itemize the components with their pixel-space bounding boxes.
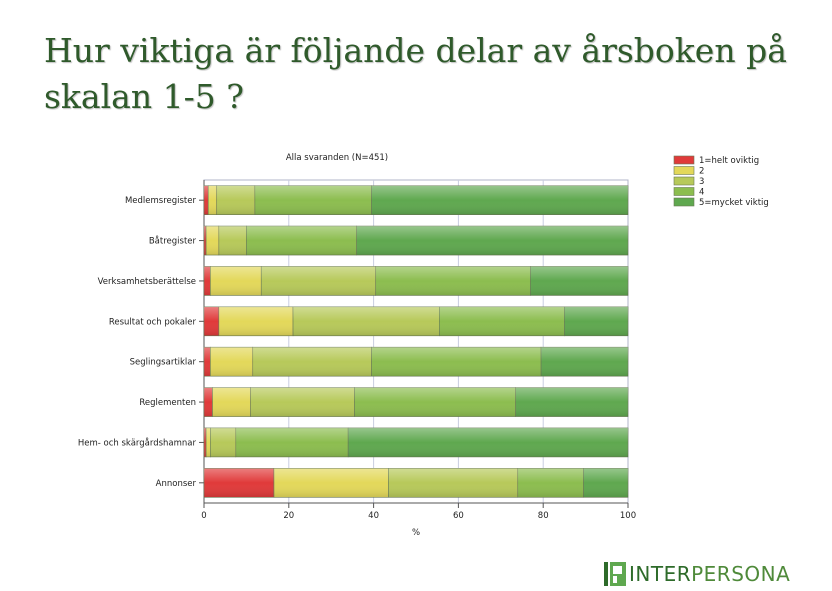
bar-segment-shine [204,468,274,498]
bar-segment-shine [204,226,207,256]
bar-segment-shine [235,427,349,457]
legend-label: 1=helt oviktig [699,156,759,166]
bar-segment-shine [388,468,518,498]
y-category-label: Resultat och pokaler [109,317,197,327]
bar-segment-shine [210,427,236,457]
bar-segment-shine [439,306,565,336]
bar-segment-shine [371,185,628,215]
bar-segment-shine [348,427,628,457]
y-category-label: Båtregister [149,236,197,247]
bar-segment-shine [583,468,628,498]
bar-segment-shine [515,387,628,417]
legend-swatch [673,155,695,165]
bar-segment-shine [204,306,219,336]
bar-segment-shine [354,387,516,417]
bar-segment-shine [273,468,389,498]
logo-text-light: PERSONA [691,562,791,586]
x-tick-label: 0 [201,511,206,521]
bar-segment-shine [206,226,219,256]
bar-segment-shine [204,427,207,457]
legend-swatch [673,176,695,186]
legend-label: 3 [699,177,704,187]
bar-segment-shine [246,226,357,256]
interpersona-logo: INTERPERSONA [604,560,790,588]
y-category-label: Hem- och skärgårdshamnar [78,437,197,448]
x-tick-label: 60 [453,511,464,521]
x-tick-label: 80 [538,511,549,521]
bar-segment-shine [210,266,262,296]
x-tick-label: 100 [620,511,636,521]
bar-segment-shine [564,306,628,336]
legend-swatch [673,197,695,207]
bar-segment-shine [204,387,213,417]
plot-area: 0 20 40 60 80 100 Medlemsregister Båtregister Ve… [78,179,636,521]
bar-segment-shine [204,185,209,215]
logo-mark-icon [604,562,626,586]
bar-segment-shine [371,347,542,377]
bar-segment-shine [541,347,628,377]
legend-label: 5=mycket viktig [699,198,769,208]
bar-segment-shine [204,266,211,296]
legend-swatch [673,166,695,175]
bar-segment-shine [250,387,355,417]
bar-segment-shine [218,306,294,336]
bar-segment-shine [254,185,372,215]
y-category-label: Reglementen [139,398,196,408]
bar-segment-shine [261,266,376,296]
bar-segment-shine [216,185,255,215]
y-category-label: Annonser [156,479,197,489]
x-tick-label: 40 [368,511,379,521]
slide-title: Hur viktiga är följande delar av årsboke… [44,31,787,116]
bar-segment-shine [517,468,584,498]
logo-text-strong: INTER [629,562,692,586]
x-tick-label: 20 [283,511,294,521]
bar-segment-shine [208,185,217,215]
legend-label: 4 [699,188,704,198]
bar-segment-shine [218,226,247,256]
bar-segment-shine [530,266,628,296]
bar-segment-shine [206,427,211,457]
bar-segment-shine [375,266,531,296]
y-category-label: Verksamhetsberättelse [98,277,196,287]
legend-label: 2 [699,167,704,177]
y-category-label: Seglingsartiklar [130,358,197,368]
chart-title: Alla svaranden (N=451) [286,153,388,163]
legend-swatch [673,187,695,196]
y-category-label: Medlemsregister [125,196,197,206]
bar-segment-shine [356,226,628,256]
bar-segment-shine [204,347,211,377]
bar-segment-shine [212,387,251,417]
bar-segment-shine [293,306,440,336]
bar-segment-shine [210,347,253,377]
x-axis-label: % [412,528,420,538]
bar-segment-shine [252,347,372,377]
